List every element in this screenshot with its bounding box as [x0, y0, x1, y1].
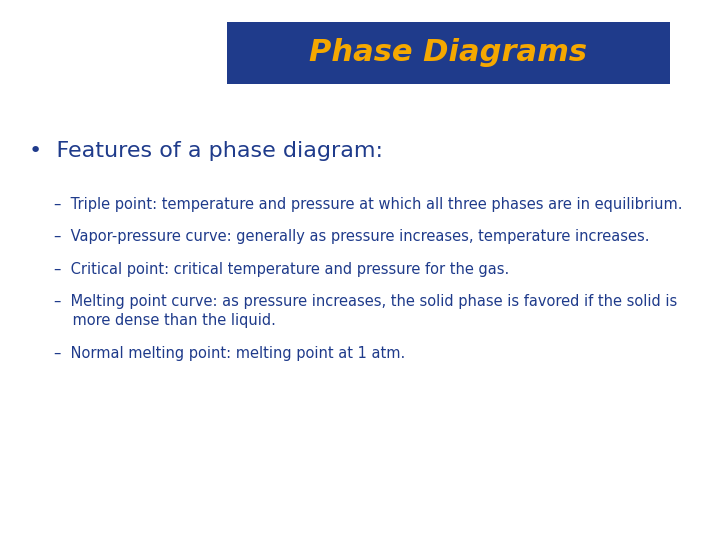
Text: –  Melting point curve: as pressure increases, the solid phase is favored if the: – Melting point curve: as pressure incre…	[54, 294, 678, 328]
Text: –  Critical point: critical temperature and pressure for the gas.: – Critical point: critical temperature a…	[54, 262, 509, 277]
Text: •  Features of a phase diagram:: • Features of a phase diagram:	[29, 141, 383, 161]
Text: Phase Diagrams: Phase Diagrams	[309, 38, 588, 67]
Text: –  Vapor-pressure curve: generally as pressure increases, temperature increases.: – Vapor-pressure curve: generally as pre…	[54, 230, 649, 245]
Text: –  Triple point: temperature and pressure at which all three phases are in equil: – Triple point: temperature and pressure…	[54, 197, 683, 212]
Text: –  Normal melting point: melting point at 1 atm.: – Normal melting point: melting point at…	[54, 346, 405, 361]
